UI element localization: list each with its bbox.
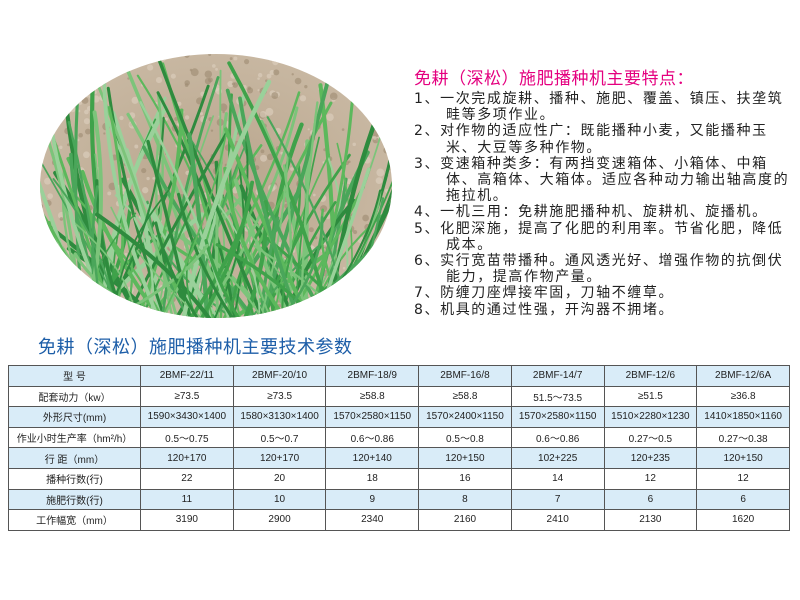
table-cell: 1580×3130×1400 [232, 406, 327, 428]
table-cell: 11 [140, 488, 234, 511]
feature-item: 1、一次完成旋耕、播种、施肥、覆盖、镇压、扶垄筑畦等多项作业。 [414, 91, 784, 124]
table-cell: 16 [418, 467, 512, 490]
table-cell: 2160 [418, 509, 512, 531]
table-row: 工作幅宽（mm） 3190 2900 2340 2160 2410 2130 1620 [8, 509, 790, 531]
table-cell: 1590×3430×1400 [140, 406, 234, 428]
feature-item: 6、实行宽苗带播种。通风透光好、增强作物的抗倒伏能力，提高作物产量。 [414, 253, 784, 286]
features-list: 1、一次完成旋耕、播种、施肥、覆盖、镇压、扶垄筑畦等多项作业。 2、对作物的适应性… [414, 91, 794, 318]
table-row: 作业小时生产率（hm²/h） 0.5～0.75 0.5～0.7 0.6～0.86 0.5… [8, 426, 790, 449]
table-cell: 1570×2400×1150 [418, 406, 512, 428]
table-row: 施肥行数(行) 11 10 9 8 7 6 6 [8, 488, 790, 511]
row-label: 型 号 [8, 365, 141, 387]
table-cell: 2900 [232, 509, 327, 531]
feature-item: 2、对作物的适应性广：既能播种小麦，又能播种玉米、大豆等多种作物。 [414, 123, 768, 156]
table-cell: 120+170 [232, 447, 327, 469]
table-cell: 2BMF-16/8 [418, 365, 512, 387]
table-cell: 0.5～0.7 [232, 426, 327, 449]
table-cell: 120+235 [603, 447, 698, 469]
table-cell: 2BMF-22/11 [140, 365, 234, 387]
feature-item: 7、防缠刀座焊接牢固，刀轴不缠草。 [414, 285, 675, 302]
table-cell: ≥73.5 [232, 385, 327, 408]
table-cell: 6 [603, 488, 698, 511]
table-cell: 0.27～0.5 [603, 426, 698, 449]
table-cell: 0.6～0.86 [325, 426, 420, 449]
table-cell: 1410×1850×1160 [696, 406, 790, 428]
feature-item: 8、机具的通过性强，开沟器不拥堵。 [414, 301, 675, 318]
table-cell: 1510×2280×1230 [603, 406, 698, 428]
table-cell: 2340 [325, 509, 420, 531]
table-cell: 18 [325, 467, 420, 490]
table-cell: 2BMF-14/7 [510, 365, 605, 387]
table-cell: ≥58.8 [325, 385, 420, 408]
table-cell: 2BMF-12/6 [603, 365, 698, 387]
table-cell: ≥36.8 [696, 385, 790, 408]
table-cell: 120+140 [325, 447, 420, 469]
table-row: 型 号 2BMF-22/11 2BMF-20/10 2BMF-18/9 2BMF-16/… [8, 365, 790, 387]
table-cell: 102+225 [510, 447, 605, 469]
row-label: 工作幅宽（mm） [8, 509, 141, 531]
row-label: 播种行数(行) [8, 467, 141, 490]
specs-table: 型 号 2BMF-22/11 2BMF-20/10 2BMF-18/9 2BMF-16/… [8, 365, 790, 531]
table-cell: 0.5～0.75 [140, 426, 234, 449]
table-cell: 2BMF-12/6A [696, 365, 790, 387]
feature-item: 4、一机三用：免耕施肥播种机、旋耕机、旋播机。 [414, 204, 768, 221]
table-cell: 2130 [603, 509, 698, 531]
specs-title: 免耕（深松）施肥播种机主要技术参数 [38, 337, 353, 358]
table-cell: 12 [696, 467, 790, 490]
row-label: 作业小时生产率（hm²/h） [8, 426, 141, 449]
table-cell: 0.27～0.38 [696, 426, 790, 449]
table-cell: 20 [232, 467, 327, 490]
table-cell: 9 [325, 488, 420, 511]
table-cell: 22 [140, 467, 234, 490]
table-cell: 1570×2580×1150 [510, 406, 605, 428]
table-row: 配套动力（kw） ≥73.5 ≥73.5 ≥58.8 ≥58.8 51.5～73.5 ≥51… [8, 385, 790, 408]
table-row: 播种行数(行) 22 20 18 16 14 12 12 [8, 467, 790, 490]
row-label: 行 距（mm） [8, 447, 141, 469]
table-cell: 0.5～0.8 [418, 426, 512, 449]
row-label: 配套动力（kw） [8, 385, 141, 408]
wheat-seedling-photo [40, 54, 392, 318]
table-cell: 2410 [510, 509, 605, 531]
table-cell: 6 [696, 488, 790, 511]
features-title: 免耕（深松）施肥播种机主要特点： [414, 69, 694, 89]
table-cell: 1570×2580×1150 [325, 406, 420, 428]
table-row: 外形尺寸(mm) 1590×3430×1400 1580×3130×1400 1570… [8, 406, 790, 428]
table-cell: 2BMF-20/10 [232, 365, 327, 387]
table-cell: 1620 [696, 509, 790, 531]
table-cell: 3190 [140, 509, 234, 531]
table-cell: ≥73.5 [140, 385, 234, 408]
table-cell: 12 [603, 467, 698, 490]
table-cell: 120+170 [140, 447, 234, 469]
table-cell: 14 [510, 467, 605, 490]
table-cell: 51.5～73.5 [510, 385, 605, 408]
table-row: 行 距（mm） 120+170 120+170 120+140 120+150 102+2… [8, 447, 790, 469]
table-cell: 120+150 [696, 447, 790, 469]
table-cell: 10 [232, 488, 327, 511]
feature-item: 3、变速箱种类多：有两挡变速箱体、小箱体、中箱体、高箱体、大箱体。适应各种动力输… [414, 155, 790, 205]
table-cell: 2BMF-18/9 [325, 365, 420, 387]
row-label: 施肥行数(行) [8, 488, 141, 511]
table-cell: 0.6～0.86 [510, 426, 605, 449]
table-cell: ≥51.5 [603, 385, 698, 408]
feature-item: 5、化肥深施，提高了化肥的利用率。节省化肥，降低成本。 [414, 220, 784, 253]
table-cell: 7 [510, 488, 605, 511]
table-cell: 8 [418, 488, 512, 511]
table-cell: 120+150 [418, 447, 512, 469]
row-label: 外形尺寸(mm) [8, 406, 141, 428]
table-cell: ≥58.8 [418, 385, 512, 408]
